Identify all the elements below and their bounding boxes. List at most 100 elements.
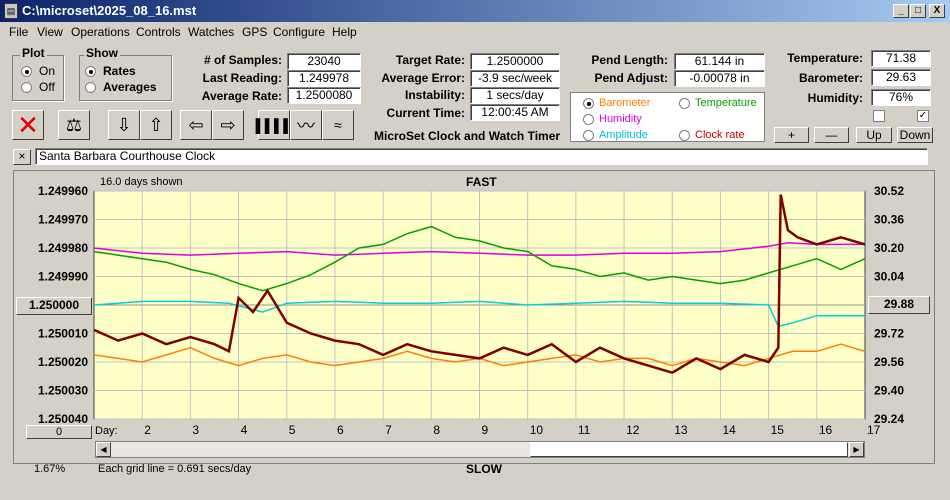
show-averages-label: Averages xyxy=(103,80,157,94)
left-axis-label: 1.250030 xyxy=(38,384,88,398)
target-rate-value[interactable]: 1.2500000 xyxy=(470,53,560,70)
left-axis-label: 1.249980 xyxy=(38,241,88,255)
right-axis-label: 30.20 xyxy=(874,241,904,255)
current-time-label: Current Time: xyxy=(386,106,465,120)
x-tick-label: 16 xyxy=(819,423,833,437)
menu-view[interactable]: View xyxy=(37,25,63,39)
clock-close-button[interactable]: × xyxy=(13,149,31,165)
bar-graph-icon[interactable]: ▌▌▌▌ xyxy=(256,110,292,140)
plus-button[interactable]: + xyxy=(774,127,809,143)
x-tick-label: 12 xyxy=(626,423,640,437)
pend-adjust-label: Pend Adjust: xyxy=(594,71,668,85)
pend-adjust-value: -0.00078 in xyxy=(674,70,765,87)
wave-graph-icon[interactable]: ≈ xyxy=(322,110,354,140)
left-axis-label: 1.250010 xyxy=(38,327,88,341)
series-temperature xyxy=(93,225,866,292)
menu-bar: File View Operations Controls Watches GP… xyxy=(0,22,950,42)
slow-label: SLOW xyxy=(466,462,502,476)
series-legend: Barometer Temperature Humidity Amplitude… xyxy=(570,92,765,142)
left-bottom-button[interactable]: 0 xyxy=(26,425,92,439)
scroll-thumb[interactable] xyxy=(530,442,848,457)
right-axis-label: 30.04 xyxy=(874,270,904,284)
right-axis-label: 30.52 xyxy=(874,184,904,198)
x-tick-label: 10 xyxy=(530,423,544,437)
x-tick-label: 13 xyxy=(674,423,688,437)
x-tick-label: 17 xyxy=(867,423,881,437)
pend-length-label: Pend Length: xyxy=(591,53,668,67)
samples-label: # of Samples: xyxy=(203,53,282,67)
arrow-right-icon[interactable]: ⇨ xyxy=(212,110,244,140)
x-tick-label: 2 xyxy=(144,423,151,437)
menu-operations[interactable]: Operations xyxy=(71,25,130,39)
series-humidity xyxy=(93,241,865,256)
down-button[interactable]: Down xyxy=(897,127,933,143)
x-tick-label: 4 xyxy=(241,423,248,437)
menu-watches[interactable]: Watches xyxy=(188,25,235,39)
maximize-button[interactable]: □ xyxy=(910,4,926,18)
last-reading-value: 1.249978 xyxy=(287,70,361,87)
minimize-button[interactable]: _ xyxy=(893,4,909,18)
grid-note-label: Each grid line = 0.691 secs/day xyxy=(98,463,252,475)
show-averages-radio[interactable] xyxy=(85,82,96,93)
x-tick-label: 3 xyxy=(192,423,199,437)
target-rate-label: Target Rate: xyxy=(395,53,465,67)
left-axis-label: 1.249960 xyxy=(38,184,88,198)
close-window-button[interactable]: X xyxy=(929,4,945,18)
app-title-label: MicroSet Clock and Watch Timer xyxy=(374,129,561,143)
show-rates-radio[interactable] xyxy=(85,66,96,77)
plot-on-radio[interactable] xyxy=(21,66,32,77)
balance-scale-icon[interactable]: ⚖ xyxy=(58,110,90,140)
left-axis-label: 1.249970 xyxy=(38,213,88,227)
left-axis-label: 1.250040 xyxy=(38,412,88,426)
instability-label: Instability: xyxy=(404,88,465,102)
series-clock-rate xyxy=(93,194,866,375)
clock-name-field[interactable]: Santa Barbara Courthouse Clock xyxy=(35,148,928,165)
arrow-up-icon[interactable]: ⇧ xyxy=(140,110,172,140)
scroll-right-icon[interactable]: ▶ xyxy=(849,442,864,457)
x-tick-label: 14 xyxy=(722,423,736,437)
x-tick-label: 9 xyxy=(482,423,489,437)
option-checkbox-2[interactable]: ✓ xyxy=(917,110,929,122)
up-button[interactable]: Up xyxy=(856,127,892,143)
instability-value: 1 secs/day xyxy=(470,87,560,104)
day-axis-label: Day: xyxy=(95,425,118,437)
right-axis-label: 30.36 xyxy=(874,213,904,227)
right-axis-label: 29.40 xyxy=(874,384,904,398)
plot-group-title: Plot xyxy=(20,46,47,60)
menu-controls[interactable]: Controls xyxy=(136,25,181,39)
average-rate-value: 1.2500080 xyxy=(287,87,361,104)
average-rate-label: Average Rate: xyxy=(201,89,282,103)
x-tick-label: 15 xyxy=(771,423,785,437)
menu-file[interactable]: File xyxy=(9,25,29,39)
title-bar: ▤ C:\microset\2025_08_16.mst _ □ X xyxy=(0,0,950,22)
pend-length-value[interactable]: 61.144 in xyxy=(674,53,765,70)
show-group xyxy=(79,55,172,101)
right-axis-label: 29.56 xyxy=(874,355,904,369)
minus-button[interactable]: — xyxy=(814,127,849,143)
menu-gps[interactable]: GPS xyxy=(242,25,268,39)
x-tick-label: 8 xyxy=(433,423,440,437)
barometer-value: 29.63 xyxy=(871,69,931,86)
samples-value: 23040 xyxy=(287,53,361,70)
humidity-value: 76% xyxy=(871,89,931,106)
left-axis-label: 1.250020 xyxy=(38,355,88,369)
show-group-title: Show xyxy=(84,46,120,60)
arrow-down-icon[interactable]: ⇩ xyxy=(108,110,140,140)
average-error-label: Average Error: xyxy=(381,71,465,85)
days-shown-label: 16.0 days shown xyxy=(100,176,183,188)
left-center-button[interactable]: 1.250000 xyxy=(16,297,92,315)
line-graph-icon[interactable]: 〰 xyxy=(290,110,322,140)
menu-help[interactable]: Help xyxy=(332,25,357,39)
x-tick-label: 7 xyxy=(385,423,392,437)
x-tick-label: 6 xyxy=(337,423,344,437)
scroll-left-icon[interactable]: ◀ xyxy=(96,442,111,457)
arrow-left-icon[interactable]: ⇦ xyxy=(180,110,212,140)
current-time-value: 12:00:45 AM xyxy=(470,104,560,121)
right-center-button[interactable]: 29.88 xyxy=(868,296,930,314)
plot-off-radio[interactable] xyxy=(21,82,32,93)
clear-x-icon[interactable]: ✕ xyxy=(12,110,44,140)
menu-configure[interactable]: Configure xyxy=(273,25,326,39)
option-checkbox-1[interactable] xyxy=(873,110,885,122)
right-axis-label: 29.24 xyxy=(874,412,904,426)
